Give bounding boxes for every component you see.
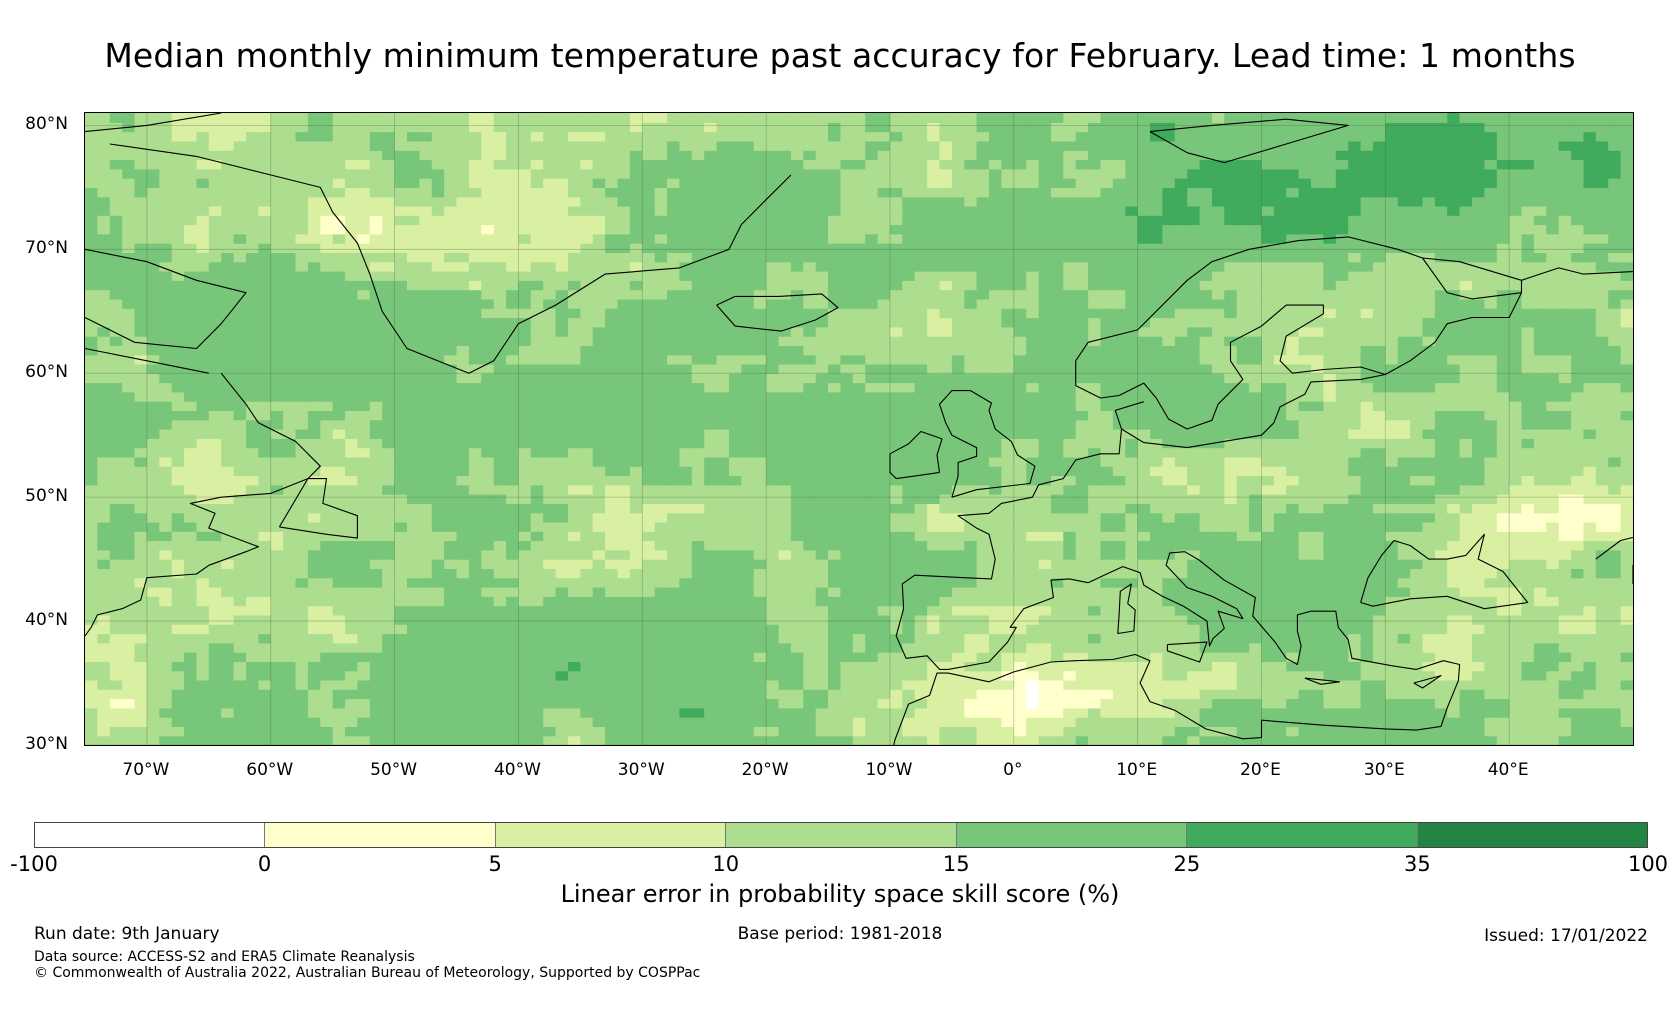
base-period: Base period: 1981-2018	[737, 924, 943, 944]
lat-tick-label: 80°N	[25, 114, 68, 135]
britain-coast	[938, 390, 1036, 498]
kola-east-coast	[1521, 267, 1633, 281]
lon-tick-label: 30°W	[617, 760, 665, 780]
lon-tick-label: 10°E	[1116, 760, 1158, 780]
white-sea-coast	[1422, 257, 1473, 300]
colorbar	[34, 822, 1648, 848]
lon-tick-label: 40°W	[493, 760, 541, 780]
greenland-coast	[109, 143, 792, 374]
skill-raster	[85, 113, 1633, 745]
lon-tick-label: 70°W	[122, 760, 170, 780]
colorbar-segment	[726, 823, 957, 847]
colorbar-tick-label: 100	[1627, 852, 1669, 876]
colorbar-segment	[265, 823, 496, 847]
lon-tick-label: 20°E	[1240, 760, 1281, 780]
colorbar-tick-label: -100	[10, 852, 58, 876]
lat-tick-label: 60°N	[25, 362, 68, 383]
graticule	[85, 113, 1633, 745]
colorbar-segment	[495, 823, 727, 847]
colorbar-tick-label: 5	[488, 852, 502, 876]
corsica-sardinia-coast	[1117, 583, 1136, 635]
colorbar-segment	[35, 823, 266, 847]
colorbar-segment	[1417, 823, 1647, 847]
colorbar-segment	[1187, 823, 1418, 847]
europe-west-coast	[895, 428, 1461, 727]
crete-coast	[1304, 677, 1341, 685]
lon-tick-label: 10°W	[865, 760, 913, 780]
colorbar-segment	[956, 823, 1188, 847]
caspian-coast	[1595, 536, 1633, 584]
skill-map	[84, 112, 1634, 746]
norway-coast	[1075, 236, 1523, 386]
ellesmere-coast	[85, 113, 222, 133]
lon-tick-label: 20°W	[741, 760, 789, 780]
labrador-coast	[85, 372, 321, 637]
colorbar-tick-label: 15	[942, 852, 970, 876]
north-africa-coast	[893, 653, 1442, 745]
colorbar-tick-label: 25	[1173, 852, 1201, 876]
copyright: © Commonwealth of Australia 2022, Austra…	[34, 965, 701, 981]
colorbar-tick-label: 10	[712, 852, 740, 876]
coastlines	[85, 113, 1633, 745]
baffin-coast	[85, 248, 247, 350]
data-source: Data source: ACCESS-S2 and ERA5 Climate …	[34, 949, 415, 965]
colorbar-label: Linear error in probability space skill …	[560, 880, 1120, 908]
iceland-coast	[716, 293, 839, 332]
lon-tick-label: 50°W	[370, 760, 418, 780]
black-sea-coast	[1360, 533, 1529, 610]
ireland-coast	[889, 430, 943, 480]
lat-tick-label: 30°N	[25, 734, 68, 754]
newfoundland-coast	[278, 478, 358, 539]
gulf-of-finland-coast	[1385, 292, 1522, 375]
lat-tick-label: 70°N	[25, 238, 68, 259]
map-canvas	[85, 113, 1633, 745]
run-date: Run date: 9th January	[34, 924, 220, 944]
lon-tick-label: 40°E	[1487, 760, 1529, 780]
colorbar-tick-label: 35	[1404, 852, 1431, 876]
lon-tick-label: 60°W	[246, 760, 294, 780]
hudson-strait-coast	[85, 347, 209, 374]
lat-tick-label: 50°N	[25, 486, 68, 507]
cyprus-coast	[1413, 675, 1442, 689]
lon-tick-label: 0°	[1003, 760, 1023, 780]
lon-tick-label: 30°E	[1363, 760, 1405, 780]
issued-date: Issued: 17/01/2022	[1484, 926, 1648, 946]
chart-title: Median monthly minimum temperature past …	[104, 36, 1576, 75]
sicily-coast	[1166, 641, 1208, 663]
sweden-finland-coast	[1075, 304, 1386, 449]
colorbar-tick-label: 0	[257, 852, 272, 876]
svalbard-coast	[1149, 118, 1349, 164]
lat-tick-label: 40°N	[25, 610, 68, 631]
